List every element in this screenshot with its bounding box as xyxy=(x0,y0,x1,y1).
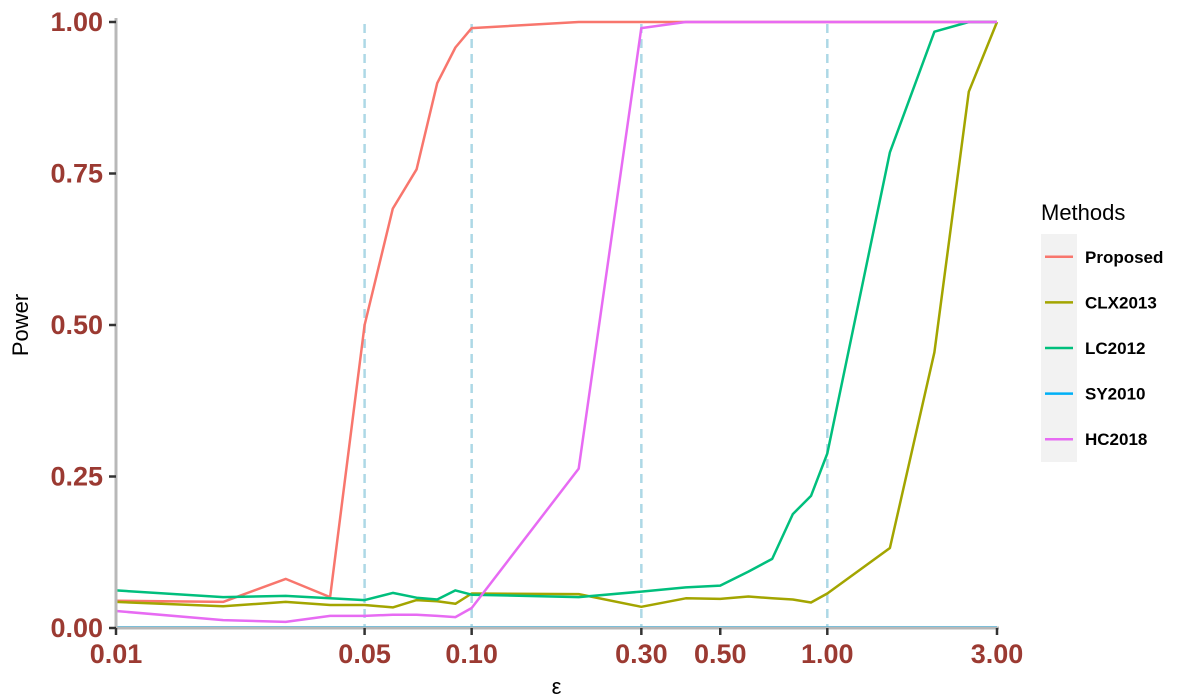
x-tick-label: 3.00 xyxy=(971,639,1024,669)
reference-lines xyxy=(363,24,829,628)
axes xyxy=(114,18,999,630)
series-line xyxy=(115,20,997,602)
series-line xyxy=(115,20,997,604)
x-tick-label: 1.00 xyxy=(801,639,854,669)
x-tick-label: 0.30 xyxy=(615,639,668,669)
y-axis-title: Power xyxy=(8,294,33,356)
series-lines xyxy=(115,20,999,629)
x-axis-title: ε xyxy=(552,674,562,698)
legend: Methods Proposed CLX2013 LC2012 SY2010 HC201… xyxy=(1041,200,1163,462)
x-tick-label: 0.50 xyxy=(694,639,747,669)
y-tick-label: 0.25 xyxy=(50,462,103,492)
legend-label: SY2010 xyxy=(1085,385,1146,404)
legend-label: HC2018 xyxy=(1085,430,1147,449)
y-tick-label: 1.00 xyxy=(50,7,103,37)
series-line xyxy=(115,20,997,624)
x-tick-label: 0.05 xyxy=(338,639,391,669)
series-line xyxy=(115,21,999,609)
x-axis-ticks: 0.01 0.05 0.10 0.30 0.50 1.00 3.00 xyxy=(90,628,1024,669)
legend-label: CLX2013 xyxy=(1085,293,1157,312)
y-tick-label: 0.75 xyxy=(50,159,103,189)
y-tick-label: 0.00 xyxy=(50,613,103,643)
x-tick-label: 0.10 xyxy=(445,639,498,669)
legend-label: LC2012 xyxy=(1085,339,1145,358)
legend-title: Methods xyxy=(1041,200,1125,225)
x-tick-label: 0.01 xyxy=(90,639,143,669)
legend-label: Proposed xyxy=(1085,248,1163,267)
y-axis-ticks: 0.00 0.25 0.50 0.75 1.00 xyxy=(50,7,116,643)
legend-items: Proposed CLX2013 LC2012 SY2010 HC2018 xyxy=(1045,248,1163,449)
y-tick-label: 0.50 xyxy=(50,310,103,340)
